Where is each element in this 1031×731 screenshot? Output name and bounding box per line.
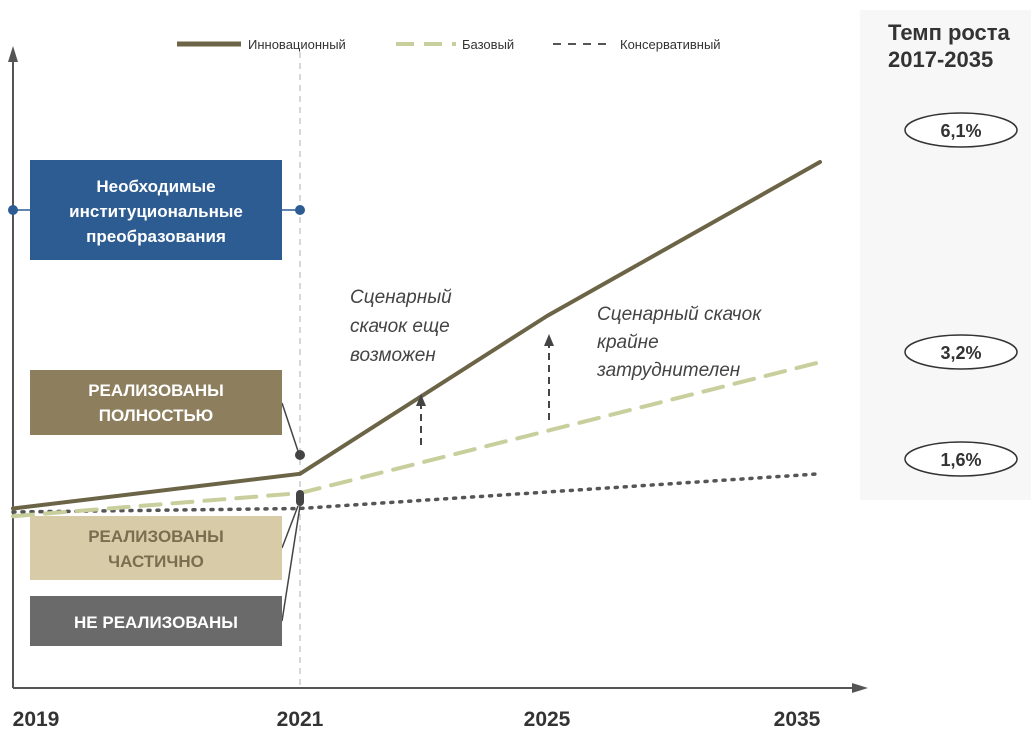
- box-institutional-bg: [30, 160, 282, 260]
- box-partial-line: ЧАСТИЧНО: [108, 552, 204, 571]
- marker-full: [295, 450, 305, 460]
- legend-label-base: Базовый: [462, 37, 514, 52]
- rate-pill-conservative: [904, 441, 1018, 477]
- annotation-possible-line: скачок еще: [350, 316, 450, 337]
- series-line-innovation: [11, 160, 822, 511]
- legend-label-conservative: Консервативный: [620, 37, 721, 52]
- x-tick-label: 2019: [13, 708, 60, 731]
- jump-arrow-1-head-icon: [416, 394, 426, 406]
- connectors: [281, 402, 301, 622]
- box-institutional-line: преобразования: [86, 227, 226, 246]
- y-axis-arrow-icon: [8, 46, 18, 62]
- annotation-difficult-line: затруднителен: [596, 360, 741, 381]
- bracket-dot-left: [8, 205, 18, 215]
- legend-label-innovation: Инновационный: [248, 37, 346, 52]
- box-institutional-line: Необходимые: [96, 177, 215, 196]
- rate-pill-base: [904, 334, 1018, 370]
- box-institutional: Необходимые институциональные преобразов…: [30, 160, 282, 260]
- rate-label-base: 3,2%: [940, 343, 981, 363]
- connector-full: [281, 402, 299, 452]
- box-institutional-line: институциональные: [69, 202, 243, 221]
- marker-partial: [296, 490, 304, 506]
- box-full-line: РЕАЛИЗОВАНЫ: [88, 381, 224, 400]
- box-partial-bg: [30, 516, 282, 580]
- annotation-difficult-line: крайне: [597, 332, 659, 353]
- annotation-possible: Сценарный скачок еще возможен: [350, 287, 452, 366]
- annotation-difficult-line: Сценарный скачок: [597, 304, 762, 325]
- rate-pill-innovation: [904, 112, 1018, 148]
- box-none-bg: [30, 596, 282, 646]
- x-tick-labels: 2019 2021 2025 2035: [13, 708, 821, 731]
- box-full-line: ПОЛНОСТЬЮ: [99, 406, 213, 425]
- growth-header-line: Темп роста: [888, 20, 1011, 45]
- x-axis-arrow-icon: [852, 683, 868, 693]
- growth-rate-panel: Темп роста 2017-2035 6,1% 3,2% 1,6%: [860, 10, 1031, 500]
- annotation-possible-line: возможен: [350, 345, 436, 366]
- connector-partial: [281, 505, 299, 549]
- x-tick-label: 2025: [524, 708, 571, 731]
- bracket-dot-right: [295, 205, 305, 215]
- rate-label-innovation: 6,1%: [940, 121, 981, 141]
- box-full-bg: [30, 370, 282, 435]
- growth-header-line: 2017-2035: [888, 47, 993, 72]
- box-none: НЕ РЕАЛИЗОВАНЫ: [30, 596, 282, 646]
- jump-arrows: [416, 334, 554, 445]
- x-tick-label: 2021: [277, 708, 324, 731]
- box-partial-line: РЕАЛИЗОВАНЫ: [88, 527, 224, 546]
- box-none-line: НЕ РЕАЛИЗОВАНЫ: [74, 613, 238, 632]
- annotation-possible-line: Сценарный: [350, 287, 452, 308]
- annotation-difficult: Сценарный скачок крайне затруднителен: [596, 304, 762, 381]
- rate-label-conservative: 1,6%: [940, 450, 981, 470]
- legend: Инновационный Базовый Консервативный: [177, 37, 721, 52]
- jump-arrow-2-head-icon: [544, 334, 554, 346]
- box-full: РЕАЛИЗОВАНЫ ПОЛНОСТЬЮ: [30, 370, 282, 435]
- connector-none: [281, 505, 301, 622]
- box-partial: РЕАЛИЗОВАНЫ ЧАСТИЧНО: [30, 516, 282, 580]
- x-tick-label: 2035: [774, 708, 821, 731]
- growth-panel-bg: [860, 10, 1031, 500]
